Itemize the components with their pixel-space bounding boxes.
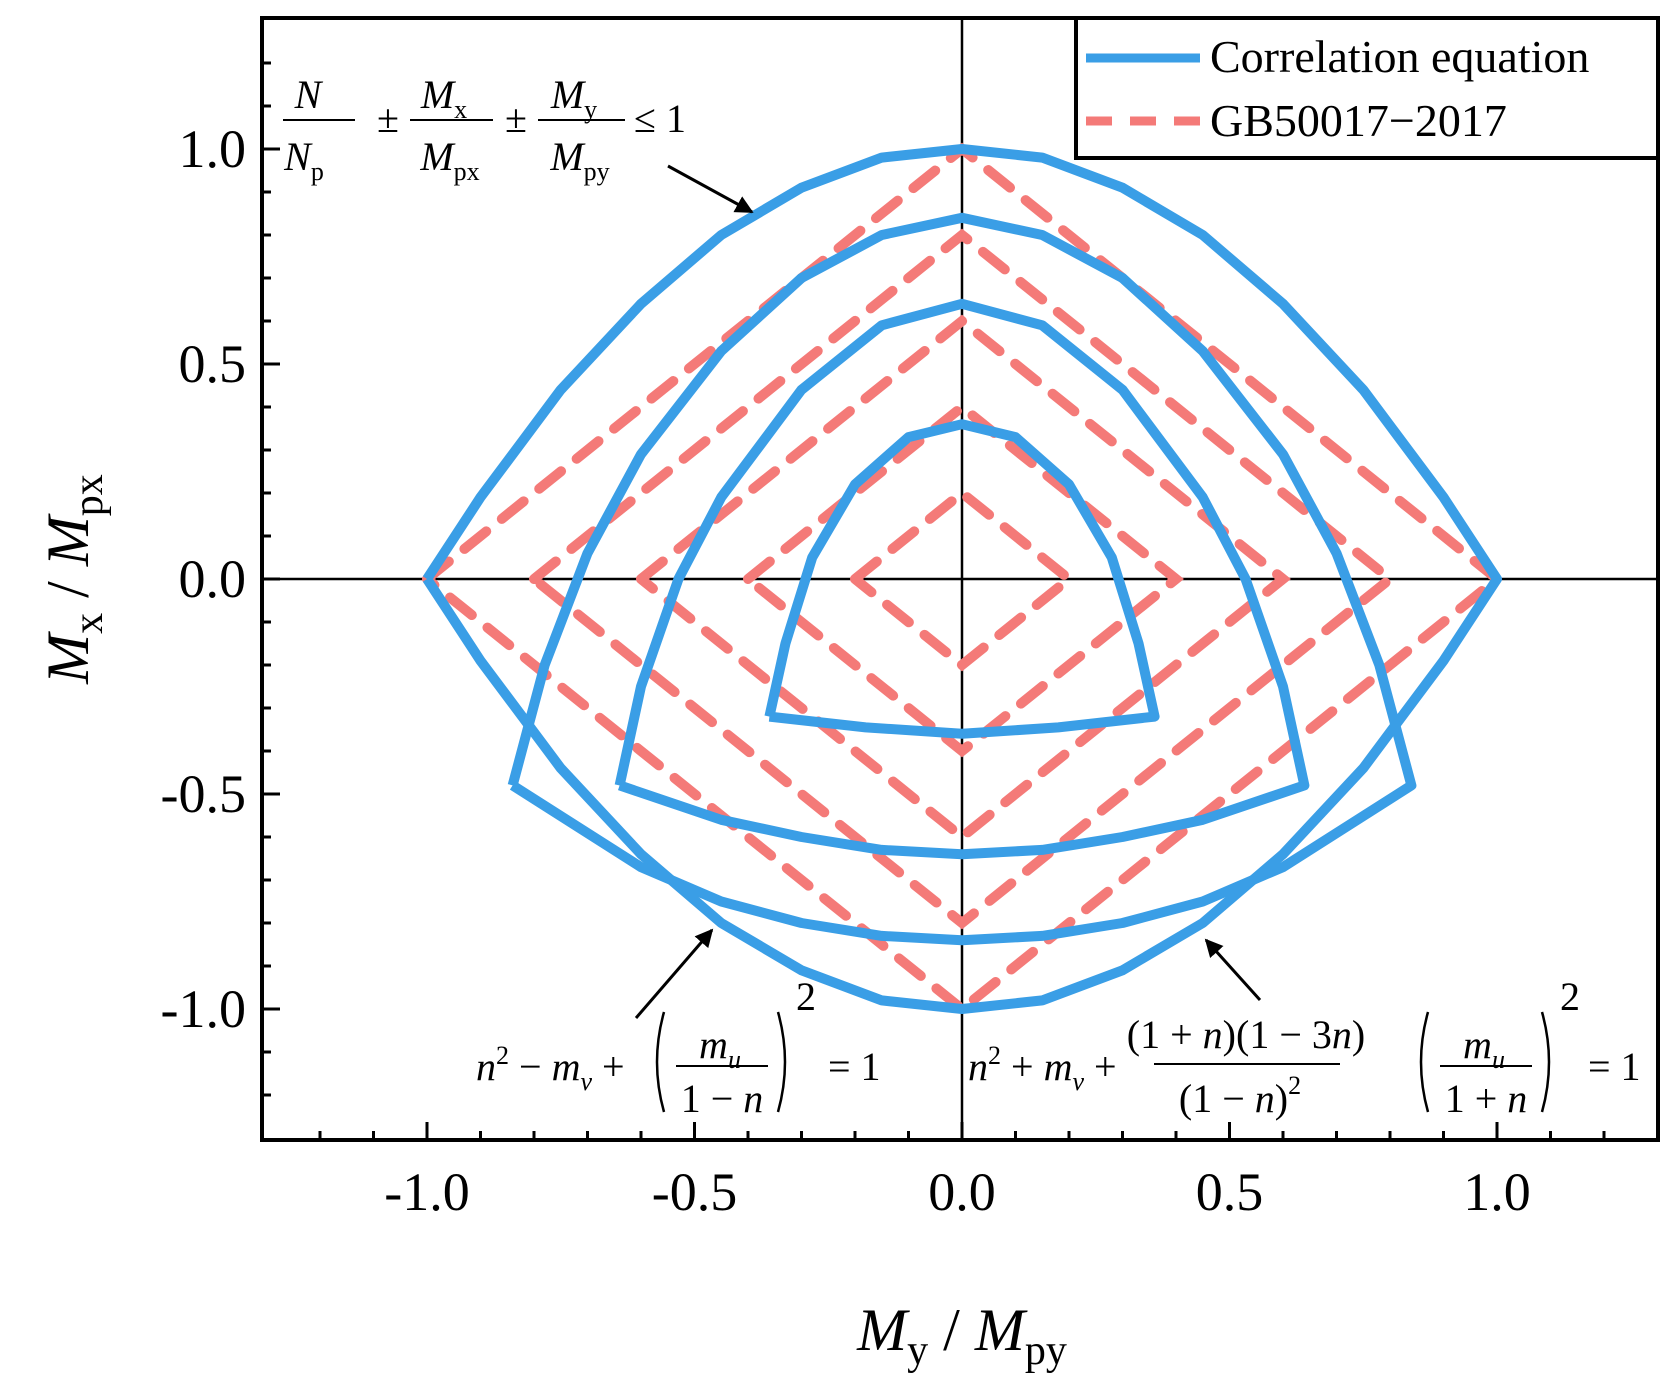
svg-text:(1 − n)2: (1 − n)2 xyxy=(1179,1071,1301,1121)
arrow-bottom-left xyxy=(634,928,714,1019)
y-tick-label: -1.0 xyxy=(161,979,246,1039)
svg-text:N: N xyxy=(294,72,324,117)
gb-diamond xyxy=(529,228,1398,930)
gb-diamond xyxy=(743,400,1184,758)
svg-text:Mpy: Mpy xyxy=(549,134,609,186)
annotation-bottom-left: n2 − mv + mu 1 − n 2 = 1 xyxy=(476,974,881,1121)
y-tick-label: 1.0 xyxy=(179,119,247,179)
tick-labels: -1.0 -0.5 0.0 0.5 1.0 1.0 0.5 0.0 -0.5 -1.0 xyxy=(161,119,1531,1222)
svg-text:±: ± xyxy=(377,96,399,141)
y-tick-label: 0.0 xyxy=(179,549,247,609)
y-axis-title: Mx / Mpx xyxy=(35,474,112,685)
svg-text:Np: Np xyxy=(283,134,324,186)
correlation-curve xyxy=(764,419,1160,739)
x-tick-label: -0.5 xyxy=(652,1162,737,1222)
x-tick-label: 1.0 xyxy=(1463,1162,1531,1222)
annotation-bottom-right: n2 + mv + (1 + n)(1 − 3n) (1 − n)2 mu 1 … xyxy=(968,974,1641,1121)
svg-text:= 1: = 1 xyxy=(828,1044,881,1089)
svg-text:1 + n: 1 + n xyxy=(1445,1076,1528,1121)
svg-text:My: My xyxy=(550,72,597,124)
x-tick-label: 0.5 xyxy=(1196,1162,1264,1222)
svg-text:2: 2 xyxy=(796,974,816,1019)
legend-label-gb: GB50017−2017 xyxy=(1210,95,1507,146)
x-axis-title: My / Mpy xyxy=(856,1297,1067,1374)
svg-text:n2 + mv +: n2 + mv + xyxy=(968,1041,1117,1096)
arrow-bottom-right xyxy=(1204,938,1262,1002)
svg-text:2: 2 xyxy=(1560,974,1580,1019)
gb-diamond xyxy=(850,486,1077,672)
annotation-top-left: N Np ± Mx Mpx ± My Mpy ≤ 1 xyxy=(283,72,686,186)
legend-box xyxy=(1074,16,1660,160)
svg-text:1 − n: 1 − n xyxy=(681,1076,764,1121)
svg-text:= 1: = 1 xyxy=(1588,1044,1641,1089)
x-tick-label: -1.0 xyxy=(384,1162,469,1222)
svg-text:(1 + n)(1 − 3n): (1 + n)(1 − 3n) xyxy=(1127,1012,1365,1057)
svg-text:≤ 1: ≤ 1 xyxy=(634,96,686,141)
axis-ticks xyxy=(262,61,1606,1140)
y-tick-label: -0.5 xyxy=(161,764,246,824)
correlation-curve xyxy=(507,212,1417,946)
arrow-top-left xyxy=(667,164,754,214)
y-tick-label: 0.5 xyxy=(179,334,247,394)
svg-text:±: ± xyxy=(505,96,527,141)
svg-text:n2 − mv +: n2 − mv + xyxy=(476,1041,625,1096)
correlation-curve xyxy=(614,298,1310,860)
correlation-curve xyxy=(422,144,1502,1014)
gb-diamond xyxy=(636,314,1291,844)
svg-text:Mpx: Mpx xyxy=(419,134,479,186)
legend: Correlation equation GB50017−2017 xyxy=(1074,16,1660,160)
svg-text:Mx: Mx xyxy=(420,72,467,124)
x-tick-label: 0.0 xyxy=(928,1162,996,1222)
legend-label-correlation: Correlation equation xyxy=(1210,31,1589,82)
series-correlation-equation xyxy=(422,144,1502,1014)
